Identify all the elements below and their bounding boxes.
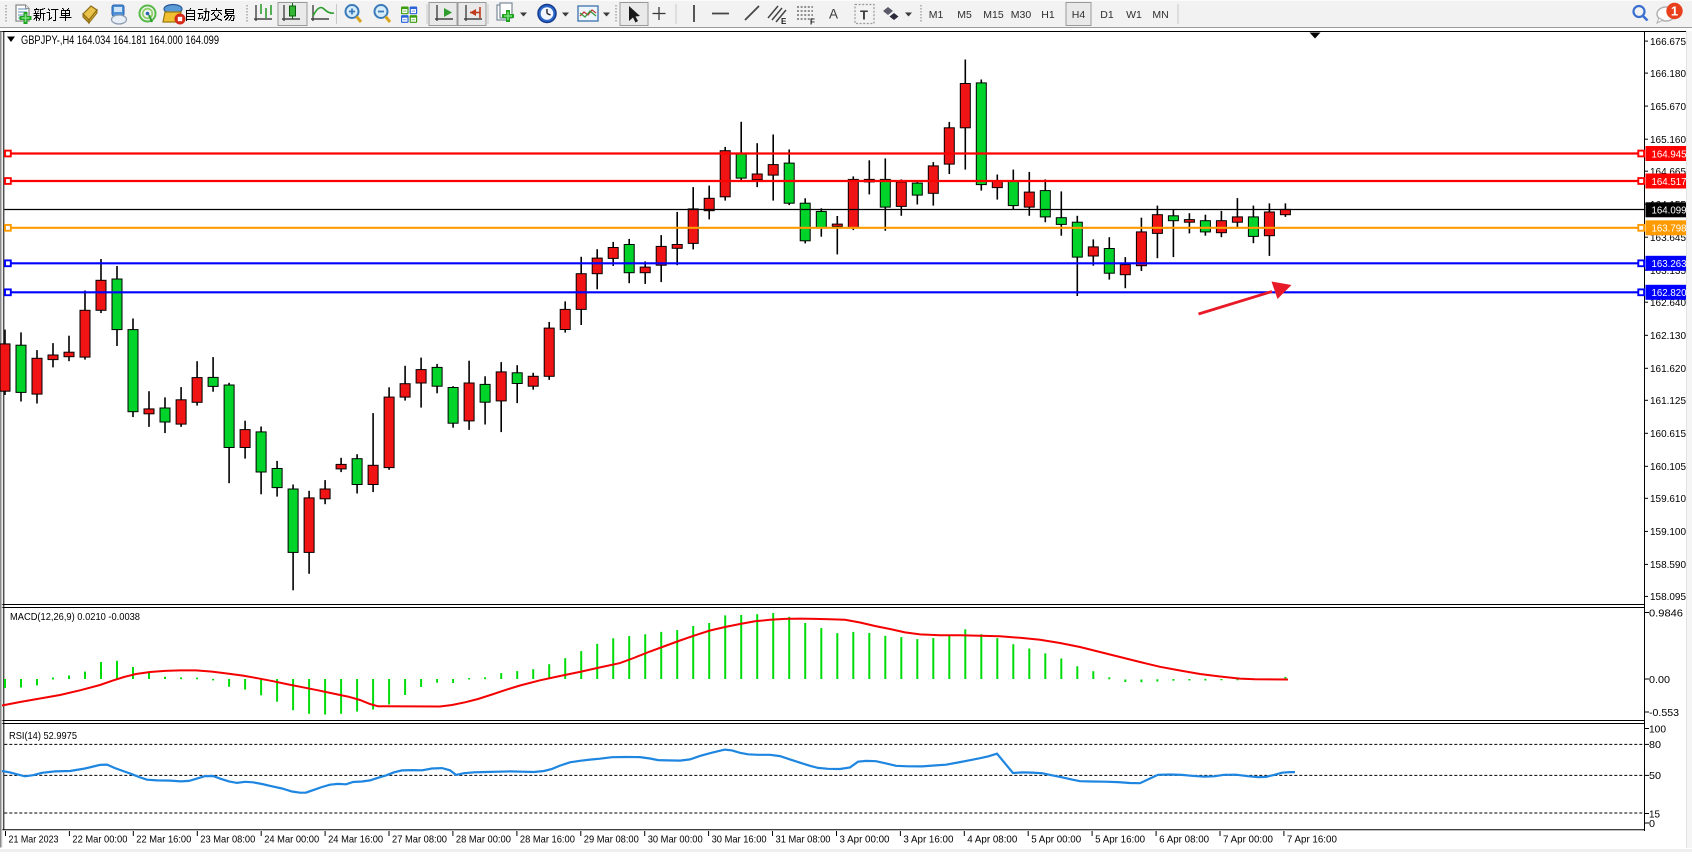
svg-text:23 Mar 08:00: 23 Mar 08:00 — [200, 834, 255, 846]
svg-text:M30: M30 — [1011, 9, 1032, 21]
svg-text:30 Mar 16:00: 30 Mar 16:00 — [712, 834, 767, 846]
svg-text:H1: H1 — [1041, 9, 1055, 21]
svg-text:1: 1 — [1671, 4, 1678, 19]
svg-text:E: E — [781, 17, 787, 26]
svg-text:4 Apr 08:00: 4 Apr 08:00 — [967, 834, 1017, 846]
svg-text:MACD(12,26,9) 0.0210 -0.0038: MACD(12,26,9) 0.0210 -0.0038 — [10, 611, 140, 623]
svg-text:160.105: 160.105 — [1650, 461, 1686, 473]
svg-text:M15: M15 — [983, 9, 1004, 21]
svg-text:F: F — [810, 18, 815, 27]
svg-text:31 Mar 08:00: 31 Mar 08:00 — [776, 834, 831, 846]
svg-text:A: A — [829, 7, 838, 22]
svg-text:T: T — [860, 8, 868, 23]
svg-text:158.590: 158.590 — [1650, 559, 1686, 571]
svg-text:165.670: 165.670 — [1650, 101, 1686, 113]
svg-text:MN: MN — [1152, 9, 1168, 21]
svg-text:RSI(14) 52.9975: RSI(14) 52.9975 — [9, 730, 77, 742]
svg-text:164.517: 164.517 — [1652, 176, 1687, 188]
svg-text:H4: H4 — [1072, 9, 1086, 21]
svg-text:22 Mar 00:00: 22 Mar 00:00 — [72, 834, 127, 846]
svg-text:D1: D1 — [1100, 9, 1114, 21]
svg-text:29 Mar 08:00: 29 Mar 08:00 — [584, 834, 639, 846]
svg-text:162.130: 162.130 — [1650, 330, 1686, 342]
svg-text:27 Mar 08:00: 27 Mar 08:00 — [392, 834, 447, 846]
svg-text:M1: M1 — [929, 9, 944, 21]
svg-text:28 Mar 16:00: 28 Mar 16:00 — [520, 834, 575, 846]
svg-text:7 Apr 16:00: 7 Apr 16:00 — [1287, 834, 1337, 846]
svg-text:3 Apr 16:00: 3 Apr 16:00 — [903, 834, 953, 846]
svg-text:21 Mar 2023: 21 Mar 2023 — [9, 834, 59, 846]
svg-text:162.640: 162.640 — [1650, 297, 1686, 309]
svg-text:50: 50 — [1649, 770, 1661, 782]
svg-text:30 Mar 00:00: 30 Mar 00:00 — [648, 834, 703, 846]
svg-text:162.820: 162.820 — [1652, 287, 1687, 299]
svg-text:0.00: 0.00 — [1649, 674, 1670, 686]
svg-text:159.610: 159.610 — [1650, 493, 1686, 505]
svg-text:165.160: 165.160 — [1650, 134, 1686, 146]
svg-text:80: 80 — [1649, 739, 1661, 751]
svg-text:3 Apr 00:00: 3 Apr 00:00 — [840, 834, 890, 846]
svg-text:163.263: 163.263 — [1652, 258, 1687, 270]
svg-text:0: 0 — [1649, 818, 1655, 830]
svg-text:163.798: 163.798 — [1652, 223, 1687, 235]
svg-text:GBPJPY-,H4 164.034 164.181 16: GBPJPY-,H4 164.034 164.181 164.000 164.0… — [21, 35, 219, 47]
svg-text:24 Mar 00:00: 24 Mar 00:00 — [264, 834, 319, 846]
svg-text:158.095: 158.095 — [1650, 591, 1686, 603]
svg-text:M5: M5 — [957, 9, 972, 21]
svg-text:164.945: 164.945 — [1652, 148, 1687, 160]
svg-text:159.100: 159.100 — [1650, 526, 1686, 538]
svg-text:160.615: 160.615 — [1650, 428, 1686, 440]
svg-text:164.099: 164.099 — [1652, 205, 1687, 217]
svg-text:7 Apr 00:00: 7 Apr 00:00 — [1223, 834, 1273, 846]
svg-text:24 Mar 16:00: 24 Mar 16:00 — [328, 834, 383, 846]
svg-text:100: 100 — [1649, 723, 1666, 735]
svg-text:166.675: 166.675 — [1650, 36, 1686, 48]
svg-text:6 Apr 08:00: 6 Apr 08:00 — [1159, 834, 1209, 846]
svg-text:0.9846: 0.9846 — [1649, 607, 1683, 619]
svg-text:161.125: 161.125 — [1650, 395, 1686, 407]
svg-text:15: 15 — [1649, 808, 1660, 820]
svg-text:5 Apr 00:00: 5 Apr 00:00 — [1031, 834, 1081, 846]
svg-text:161.620: 161.620 — [1650, 363, 1686, 375]
svg-text:22 Mar 16:00: 22 Mar 16:00 — [136, 834, 191, 846]
svg-text:-0.553: -0.553 — [1649, 707, 1679, 719]
svg-text:W1: W1 — [1126, 9, 1142, 21]
svg-text:166.180: 166.180 — [1650, 68, 1686, 80]
svg-text:28 Mar 00:00: 28 Mar 00:00 — [456, 834, 511, 846]
svg-text:5 Apr 16:00: 5 Apr 16:00 — [1095, 834, 1145, 846]
